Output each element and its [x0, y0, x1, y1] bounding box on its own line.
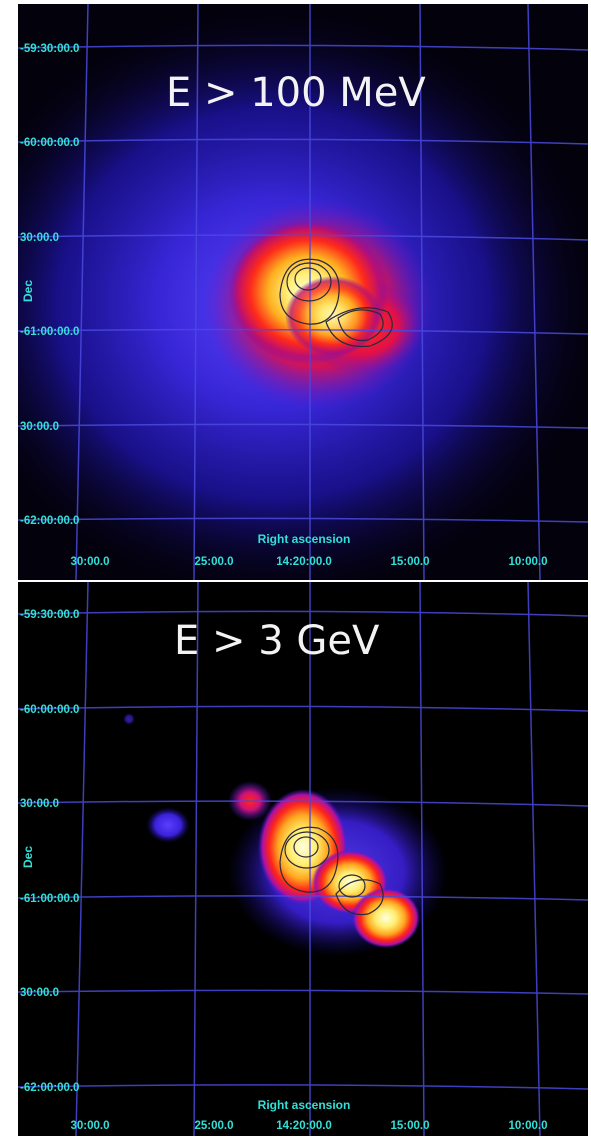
dec-tick-label: -61:00:00.0	[20, 326, 80, 338]
dec-tick-label: -59:30:00.0	[20, 43, 80, 55]
dec-tick-label: -60:00:00.0	[20, 137, 80, 149]
dec-tick-label: -59:30:00.0	[20, 609, 80, 621]
dec-tick-label: 30:00.0	[20, 987, 60, 999]
ra-tick-label: 10:00.0	[508, 1120, 548, 1132]
x-axis-label: Right ascension	[257, 532, 351, 546]
sky-map-image	[18, 582, 588, 1136]
energy-title: E > 100 MeV	[166, 70, 426, 116]
sky-map-image	[18, 4, 588, 580]
ra-tick-label: 14:20:00.0	[276, 1120, 332, 1132]
ra-tick-label: 25:00.0	[194, 556, 234, 568]
dec-tick-label: -62:00:00.0	[20, 1082, 80, 1094]
dec-tick-label: -62:00:00.0	[20, 515, 80, 527]
ra-tick-label: 25:00.0	[194, 1120, 234, 1132]
ra-tick-label: 15:00.0	[390, 1120, 430, 1132]
dec-tick-label: 30:00.0	[20, 421, 60, 433]
dec-tick-label: -60:00:00.0	[20, 704, 80, 716]
energy-title: E > 3 GeV	[174, 618, 380, 664]
ra-tick-label: 30:00.0	[70, 556, 110, 568]
y-axis-label: Dec	[21, 279, 35, 302]
dec-tick-label: -61:00:00.0	[20, 893, 80, 905]
ra-tick-label: 10:00.0	[508, 556, 548, 568]
ra-tick-label: 14:20:00.0	[276, 556, 332, 568]
y-axis-label: Dec	[21, 845, 35, 868]
dec-tick-label: 30:00.0	[20, 798, 60, 810]
x-axis-label: Right ascension	[257, 1098, 351, 1112]
sky-map-panel-low-energy: E > 100 MeV -59:30:00.0 -60:00:00.0 30:0…	[18, 4, 588, 580]
sky-map-panel-high-energy: E > 3 GeV -59:30:00.0 -60:00:00.0 30:00.…	[18, 582, 588, 1136]
dec-tick-label: 30:00.0	[20, 232, 60, 244]
ra-tick-label: 30:00.0	[70, 1120, 110, 1132]
ra-tick-label: 15:00.0	[390, 556, 430, 568]
